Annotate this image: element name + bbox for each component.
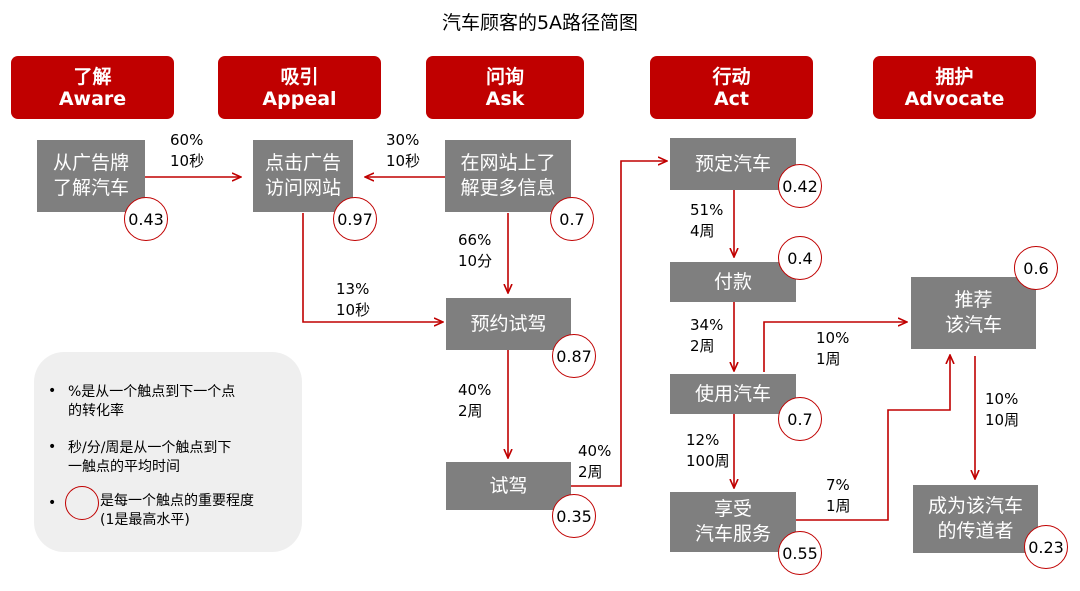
legend-bullet: • — [48, 439, 57, 455]
arrow-testdrive-to-reserve — [571, 161, 666, 487]
stage-appeal: 吸引 Appeal — [218, 56, 381, 119]
legend-item-importance: 是每一个触点的重要程度 (1是最高水平) — [100, 493, 254, 528]
edge-time: 1周 — [826, 497, 851, 515]
edge-rate: 10% — [985, 390, 1019, 408]
edge-label-recommend-advocate: 10% 10周 — [985, 389, 1019, 431]
edge-label-service-recommend: 7% 1周 — [826, 475, 851, 517]
stage-act-en: Act — [713, 87, 750, 110]
score-evangelist: 0.23 — [1024, 525, 1068, 569]
node-click-ad: 点击广告 访问网站 — [253, 140, 353, 212]
score-website-info: 0.7 — [550, 197, 594, 241]
edge-label-billboard-click: 60% 10秒 — [170, 130, 204, 172]
stage-aware: 了解 Aware — [11, 56, 174, 119]
score-testdrive: 0.35 — [552, 494, 596, 538]
score-billboard: 0.43 — [124, 197, 168, 241]
edge-time: 100周 — [686, 452, 730, 470]
edge-label-use-service: 12% 100周 — [686, 430, 730, 472]
node-billboard: 从广告牌 了解汽车 — [37, 140, 145, 212]
score-use-car: 0.7 — [778, 397, 822, 441]
edge-label-use-recommend: 10% 1周 — [816, 328, 849, 370]
edge-time: 10周 — [985, 411, 1020, 429]
stage-aware-cn: 了解 — [73, 65, 112, 88]
node-book-testdrive: 预约试驾 — [446, 298, 571, 350]
edge-rate: 7% — [826, 476, 850, 494]
stage-advocate-cn: 拥护 — [935, 65, 974, 88]
node-testdrive: 试驾 — [446, 462, 571, 510]
edge-time: 10秒 — [170, 152, 205, 170]
edge-time: 2周 — [690, 337, 715, 355]
stage-ask-cn: 问询 — [485, 65, 524, 88]
node-reserve-car: 预定汽车 — [670, 138, 796, 190]
legend-bullet: • — [48, 495, 57, 511]
node-recommend: 推荐 该汽车 — [911, 277, 1036, 349]
edge-rate: 40% — [458, 381, 492, 399]
score-reserve-car: 0.42 — [778, 164, 822, 208]
diagram-title: 汽车顾客的5A路径简图 — [441, 12, 639, 34]
legend-bullet: • — [48, 383, 57, 399]
edge-rate: 66% — [458, 231, 492, 249]
arrow-service-to-recommend — [796, 356, 950, 521]
stage-appeal-cn: 吸引 — [280, 65, 319, 88]
edge-rate: 34% — [690, 316, 724, 334]
stage-appeal-en: Appeal — [262, 87, 337, 110]
score-book-testdrive: 0.87 — [552, 334, 596, 378]
edge-label-website-booking: 66% 10分 — [458, 230, 492, 272]
edge-rate: 51% — [690, 201, 724, 219]
stage-advocate: 拥护 Advocate — [873, 56, 1036, 119]
score-car-service: 0.55 — [778, 531, 822, 575]
edge-label-website-click: 30% 10秒 — [386, 130, 420, 172]
edge-label-click-booking: 13% 10秒 — [336, 279, 370, 321]
node-payment: 付款 — [670, 262, 796, 302]
arrow-use-to-recommend — [763, 322, 906, 372]
node-use-car: 使用汽车 — [670, 374, 796, 414]
node-car-service: 享受 汽车服务 — [670, 492, 796, 552]
score-recommend: 0.6 — [1014, 246, 1058, 290]
edge-time: 10分 — [458, 252, 493, 270]
node-evangelist: 成为该汽车 的传道者 — [913, 485, 1038, 553]
arrow-click-to-booking — [302, 213, 442, 322]
edge-time: 4周 — [690, 222, 715, 240]
score-click-ad: 0.97 — [333, 197, 377, 241]
node-website-info: 在网站上了 解更多信息 — [445, 140, 571, 212]
edge-rate: 13% — [336, 280, 370, 298]
stage-act-cn: 行动 — [712, 65, 751, 88]
stage-advocate-en: Advocate — [904, 87, 1005, 110]
stage-ask: 问询 Ask — [426, 56, 584, 119]
score-payment: 0.4 — [778, 236, 822, 280]
edge-label-testdrive-reserve: 40% 2周 — [578, 441, 611, 483]
edge-rate: 12% — [686, 431, 720, 449]
legend-circle-icon — [65, 486, 99, 520]
edge-rate: 40% — [578, 442, 612, 460]
edge-rate: 30% — [386, 131, 420, 149]
edge-time: 10秒 — [336, 301, 371, 319]
edge-time: 2周 — [458, 402, 483, 420]
edge-label-pay-use: 34% 2周 — [690, 315, 723, 357]
legend-item-rate: %是从一个触点到下一个点 的转化率 — [68, 384, 236, 419]
edge-time: 10秒 — [386, 152, 421, 170]
legend-panel: • %是从一个触点到下一个点 的转化率 • 秒/分/周是从一个触点到下 一触点的… — [34, 352, 302, 552]
edge-rate: 10% — [816, 329, 850, 347]
stage-aware-en: Aware — [58, 87, 127, 110]
edge-label-booking-testdrive: 40% 2周 — [458, 380, 491, 422]
edge-label-reserve-pay: 51% 4周 — [690, 200, 723, 242]
edge-time: 2周 — [578, 463, 603, 481]
stage-act: 行动 Act — [650, 56, 813, 119]
legend-item-time: 秒/分/周是从一个触点到下 一触点的平均时间 — [68, 440, 232, 475]
stage-ask-en: Ask — [485, 87, 525, 110]
edge-rate: 60% — [170, 131, 204, 149]
edge-time: 1周 — [816, 350, 841, 368]
